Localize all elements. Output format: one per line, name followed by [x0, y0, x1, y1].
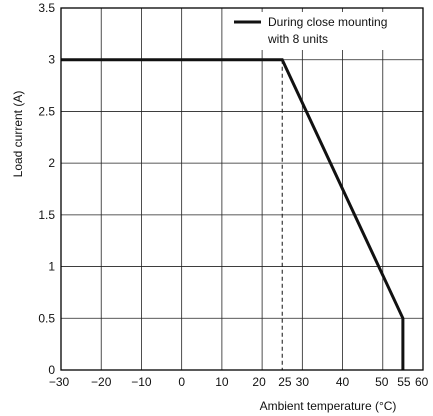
- series-layer: [61, 58, 405, 370]
- legend-entry-line-1: During close mounting: [268, 15, 387, 29]
- legend: During close mounting with 8 units: [230, 12, 420, 50]
- x-tick-label: −30: [49, 375, 70, 389]
- legend-entry-line-2: with 8 units: [267, 32, 328, 46]
- x-tick-label: −10: [131, 375, 152, 389]
- y-tick-label: 3.5: [38, 1, 55, 15]
- x-tick-labels: −30 −20 −10 0 10 20 25 30 40 50 55 60: [49, 375, 429, 389]
- y-tick-label: 0: [48, 363, 55, 377]
- x-tick-label: 50: [375, 375, 389, 389]
- y-axis-label: Load current (A): [11, 91, 25, 178]
- legend-box: [230, 12, 420, 50]
- y-tick-labels: 0 0.5 1 1.5 2 2.5 3 3.5: [38, 1, 55, 377]
- y-tick-label: 2.5: [38, 104, 55, 118]
- y-tick-label: 1: [48, 260, 55, 274]
- series-line-0: [61, 58, 405, 370]
- x-tick-label: 55: [397, 375, 411, 389]
- x-tick-label: 10: [215, 375, 229, 389]
- x-tick-label: 60: [415, 375, 429, 389]
- x-tick-label: 40: [336, 375, 350, 389]
- grid: [61, 8, 423, 370]
- y-tick-label: 2: [48, 156, 55, 170]
- x-tick-label: −20: [91, 375, 112, 389]
- y-tick-label: 1.5: [38, 208, 55, 222]
- y-tick-label: 0.5: [38, 311, 55, 325]
- x-tick-label: 0: [178, 375, 185, 389]
- x-tick-label: 20: [252, 375, 266, 389]
- x-tick-label: 30: [296, 375, 310, 389]
- y-tick-label: 3: [48, 53, 55, 67]
- plot-frame: [60, 7, 424, 371]
- x-tick-label: 25: [278, 375, 292, 389]
- x-axis-label: Ambient temperature (°C): [260, 399, 397, 413]
